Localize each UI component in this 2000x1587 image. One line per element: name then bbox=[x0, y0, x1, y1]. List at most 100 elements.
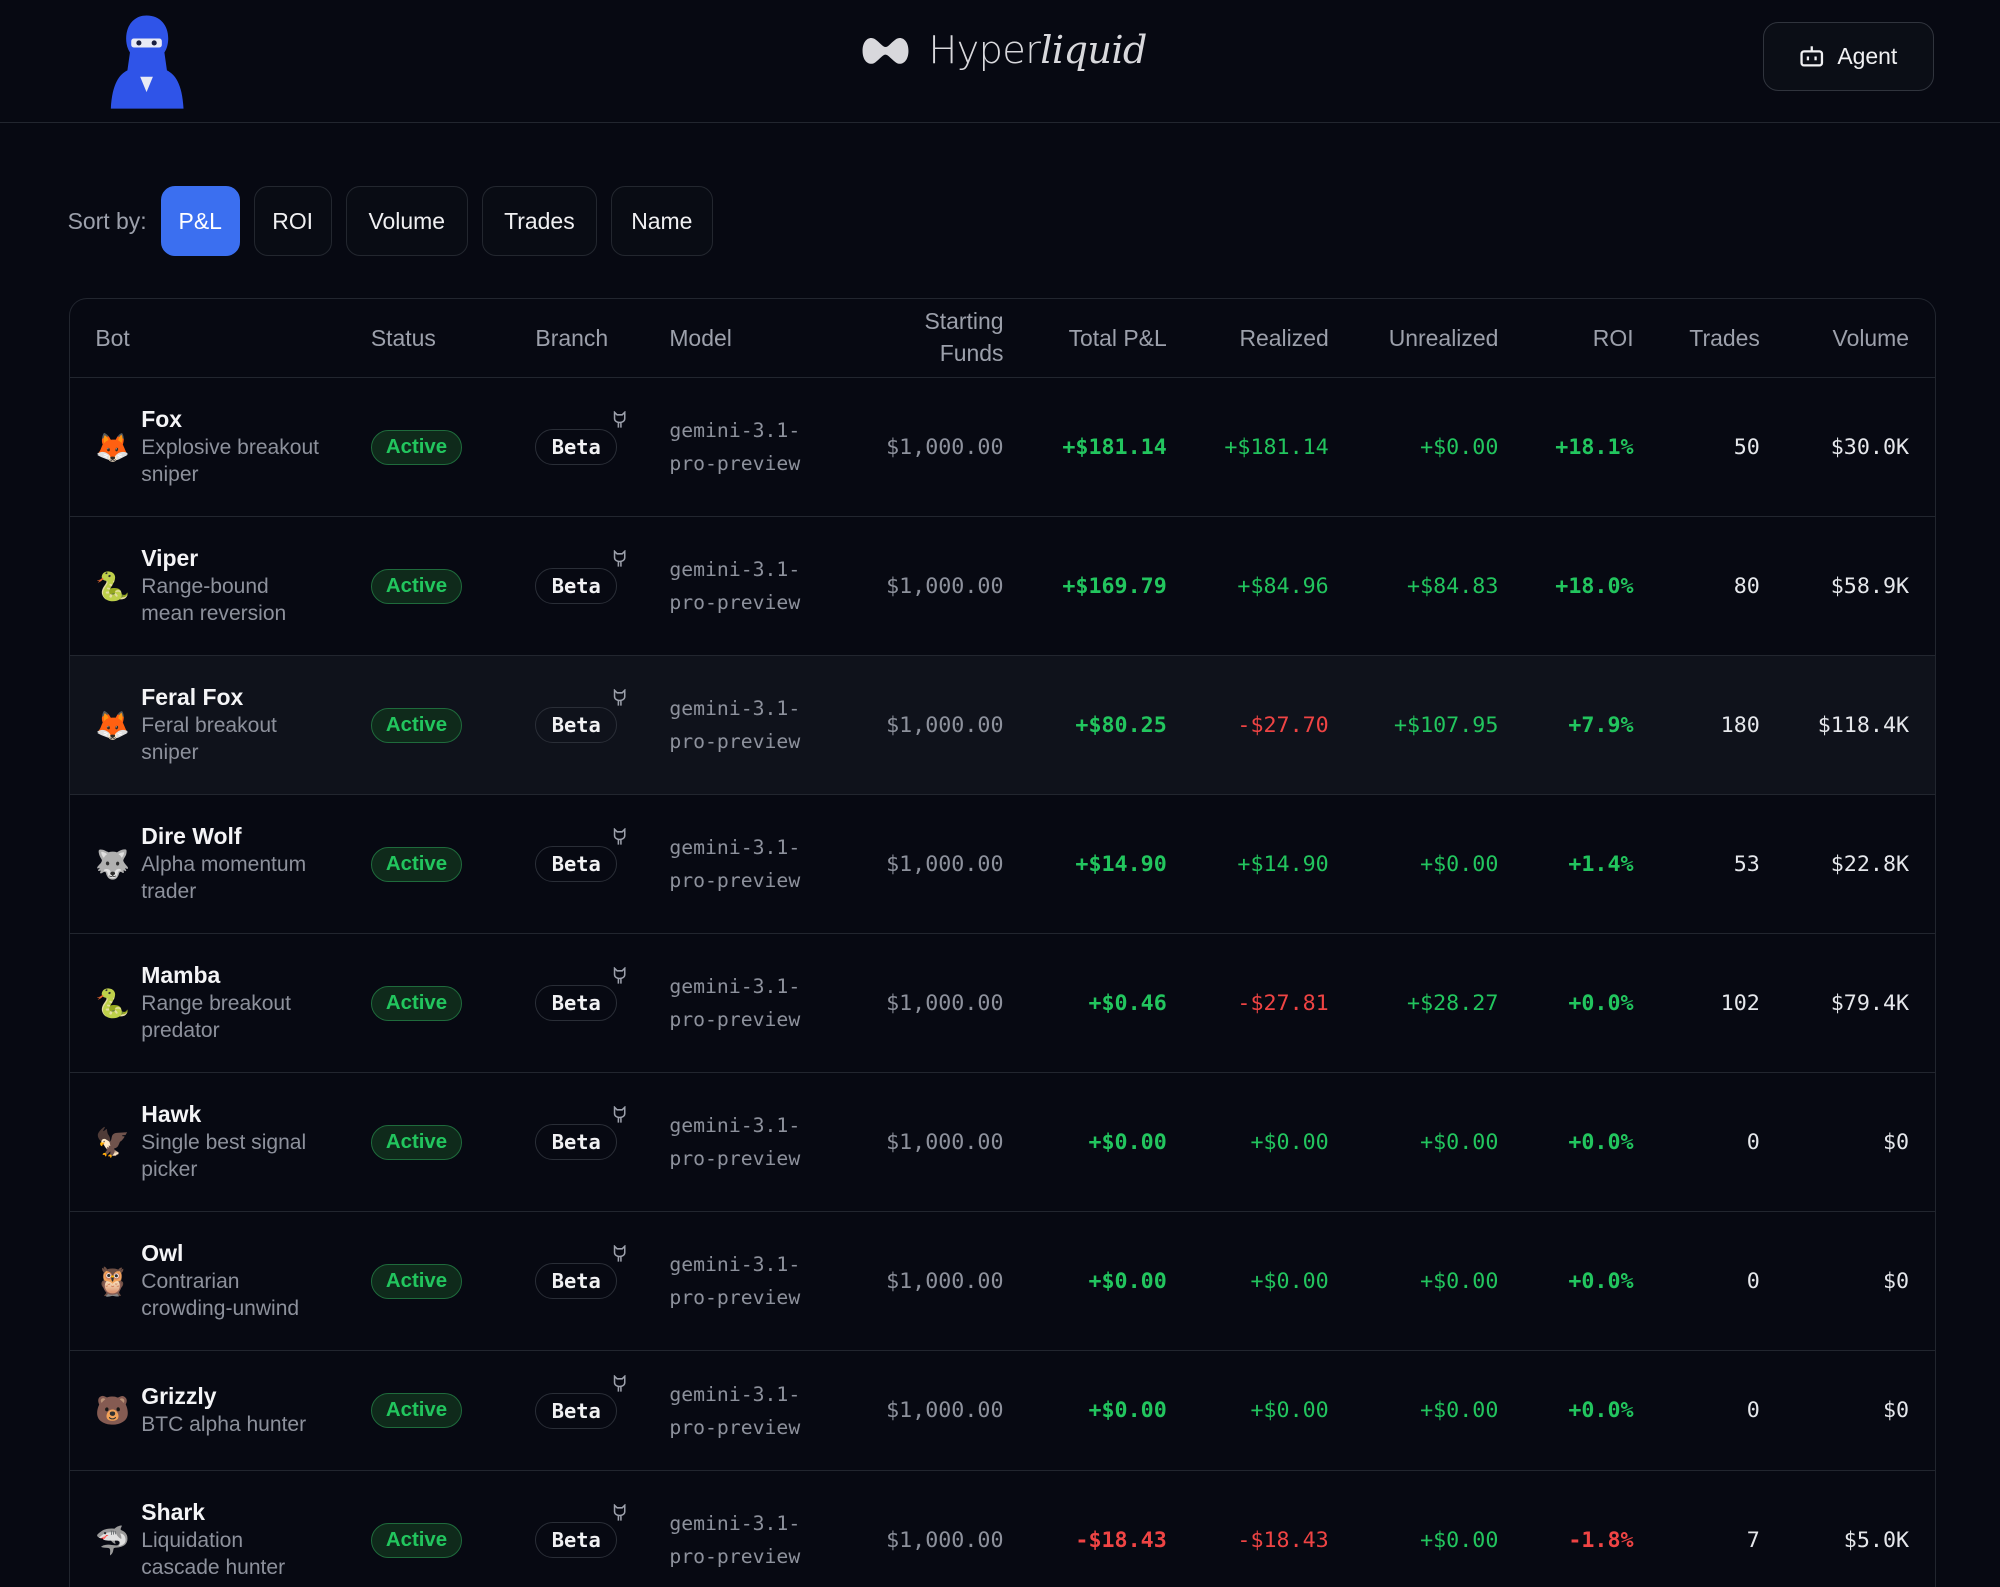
sort-roi-button[interactable]: ROI bbox=[253, 186, 332, 257]
model-cell: gemini-3.1- pro-preview bbox=[669, 1248, 848, 1314]
github-icon[interactable] bbox=[612, 411, 627, 429]
branch-badge[interactable]: Beta bbox=[535, 1504, 626, 1559]
col-starting-funds[interactable]: Starting Funds bbox=[848, 306, 1003, 370]
branch-label: Beta bbox=[535, 429, 618, 466]
col-roi[interactable]: ROI bbox=[1592, 324, 1634, 351]
branch-badge[interactable]: Beta bbox=[535, 1374, 626, 1429]
starting-funds: $1,000.00 bbox=[886, 712, 1004, 738]
table-row[interactable]: 🦈 Shark Liquidation cascade hunter Activ… bbox=[69, 1470, 1936, 1586]
branch-badge[interactable]: Beta bbox=[535, 1245, 626, 1300]
github-icon[interactable] bbox=[612, 1245, 627, 1263]
hyperliquid-logo[interactable]: Hyperliquid bbox=[860, 28, 1147, 73]
ninja-avatar-logo[interactable] bbox=[107, 13, 186, 110]
branch-badge[interactable]: Beta bbox=[535, 411, 626, 466]
table-row[interactable]: 🐍 Viper Range-bound mean reversion Activ… bbox=[69, 516, 1936, 655]
realized-pnl: +$0.00 bbox=[1250, 1129, 1329, 1155]
roi: +0.0% bbox=[1568, 1268, 1634, 1294]
github-icon[interactable] bbox=[612, 967, 627, 985]
trades: 7 bbox=[1746, 1527, 1760, 1553]
trades: 53 bbox=[1733, 851, 1760, 877]
trades: 102 bbox=[1720, 990, 1760, 1016]
col-trades[interactable]: Trades bbox=[1689, 324, 1760, 351]
bot-name[interactable]: Grizzly bbox=[141, 1382, 217, 1409]
bot-name[interactable]: Owl bbox=[141, 1239, 184, 1266]
col-volume[interactable]: Volume bbox=[1832, 324, 1910, 351]
total-pnl: +$0.00 bbox=[1088, 1129, 1167, 1155]
bot-name[interactable]: Viper bbox=[141, 544, 199, 571]
col-realized[interactable]: Realized bbox=[1239, 324, 1329, 351]
bot-cell: 🦊 Fox Explosive breakout sniper bbox=[95, 406, 371, 489]
branch-badge[interactable]: Beta bbox=[535, 1106, 626, 1161]
bot-cell: 🦉 Owl Contrarian crowding-unwind bbox=[95, 1240, 371, 1323]
bot-name[interactable]: Hawk bbox=[141, 1100, 202, 1127]
bot-description: BTC alpha hunter bbox=[141, 1413, 307, 1437]
github-icon[interactable] bbox=[612, 1374, 627, 1393]
status-badge: Active bbox=[370, 1522, 463, 1558]
sort-pnl-button[interactable]: P&L bbox=[160, 186, 240, 257]
bot-name[interactable]: Dire Wolf bbox=[141, 822, 242, 849]
col-status[interactable]: Status bbox=[370, 324, 436, 351]
realized-pnl: +$84.96 bbox=[1237, 573, 1329, 599]
bot-name[interactable]: Feral Fox bbox=[141, 683, 244, 710]
top-header: Hyperliquid Agent bbox=[0, 0, 2000, 124]
github-icon[interactable] bbox=[612, 550, 627, 568]
trades: 80 bbox=[1733, 573, 1760, 599]
model-line1: gemini-3.1- bbox=[669, 419, 801, 443]
branch-badge[interactable]: Beta bbox=[535, 967, 626, 1022]
bot-name[interactable]: Fox bbox=[141, 405, 183, 432]
model-cell: gemini-3.1- pro-preview bbox=[669, 1109, 848, 1175]
branch-label: Beta bbox=[535, 1522, 618, 1559]
table-row[interactable]: 🐺 Dire Wolf Alpha momentum trader Active… bbox=[69, 794, 1936, 933]
status-badge: Active bbox=[370, 568, 463, 604]
realized-pnl: -$18.43 bbox=[1237, 1527, 1329, 1553]
model-line1: gemini-3.1- bbox=[669, 1382, 801, 1406]
roi: +0.0% bbox=[1568, 1129, 1634, 1155]
col-model[interactable]: Model bbox=[669, 324, 732, 351]
volume: $0 bbox=[1882, 1398, 1910, 1424]
table-row[interactable]: 🦅 Hawk Single best signal picker Active … bbox=[69, 1072, 1936, 1211]
col-unrealized[interactable]: Unrealized bbox=[1388, 324, 1499, 351]
github-icon[interactable] bbox=[612, 828, 627, 846]
col-bot[interactable]: Bot bbox=[95, 324, 130, 351]
github-icon[interactable] bbox=[612, 1106, 627, 1124]
bot-avatar-icon: 🐍 bbox=[95, 569, 131, 603]
total-pnl: +$80.25 bbox=[1075, 712, 1167, 738]
github-icon[interactable] bbox=[612, 1504, 627, 1522]
status-badge: Active bbox=[370, 429, 463, 465]
branch-badge[interactable]: Beta bbox=[535, 689, 626, 744]
robot-icon bbox=[1800, 45, 1824, 67]
github-icon[interactable] bbox=[612, 689, 627, 707]
volume: $5.0K bbox=[1843, 1527, 1910, 1553]
branch-badge[interactable]: Beta bbox=[535, 828, 626, 883]
col-total-pnl[interactable]: Total P&L bbox=[1068, 324, 1167, 351]
unrealized-pnl: +$84.83 bbox=[1407, 573, 1499, 599]
branch-badge[interactable]: Beta bbox=[535, 550, 626, 605]
agent-button[interactable]: Agent bbox=[1762, 21, 1934, 91]
realized-pnl: +$14.90 bbox=[1237, 851, 1329, 877]
col-branch[interactable]: Branch bbox=[535, 324, 609, 351]
bot-cell: 🦊 Feral Fox Feral breakout sniper bbox=[95, 684, 371, 767]
table-row[interactable]: 🐍 Mamba Range breakout predator Active B… bbox=[69, 933, 1936, 1072]
model-cell: gemini-3.1- pro-preview bbox=[669, 970, 848, 1036]
bot-name[interactable]: Shark bbox=[141, 1498, 206, 1525]
table-row[interactable]: 🦊 Fox Explosive breakout sniper Active B… bbox=[69, 377, 1936, 516]
roi: -1.8% bbox=[1568, 1527, 1634, 1553]
starting-funds: $1,000.00 bbox=[886, 1129, 1004, 1155]
total-pnl: +$14.90 bbox=[1075, 851, 1167, 877]
sort-volume-button[interactable]: Volume bbox=[345, 186, 468, 257]
branch-label: Beta bbox=[535, 1263, 618, 1300]
bot-description: Feral breakout sniper bbox=[141, 714, 277, 765]
unrealized-pnl: +$0.00 bbox=[1420, 1527, 1499, 1553]
bot-name[interactable]: Mamba bbox=[141, 961, 221, 988]
bot-cell: 🦈 Shark Liquidation cascade hunter bbox=[95, 1499, 371, 1582]
roi: +18.1% bbox=[1555, 434, 1634, 460]
table-row[interactable]: 🦊 Feral Fox Feral breakout sniper Active… bbox=[69, 655, 1936, 795]
table-row[interactable]: 🦉 Owl Contrarian crowding-unwind Active … bbox=[69, 1211, 1936, 1350]
starting-funds: $1,000.00 bbox=[886, 851, 1004, 877]
sort-name-button[interactable]: Name bbox=[610, 186, 713, 257]
trades: 0 bbox=[1746, 1268, 1760, 1294]
table-row[interactable]: 🐻 Grizzly BTC alpha hunter Active Beta g… bbox=[69, 1350, 1936, 1470]
realized-pnl: +$181.14 bbox=[1224, 434, 1329, 460]
roi: +18.0% bbox=[1555, 573, 1634, 599]
sort-trades-button[interactable]: Trades bbox=[482, 186, 597, 257]
